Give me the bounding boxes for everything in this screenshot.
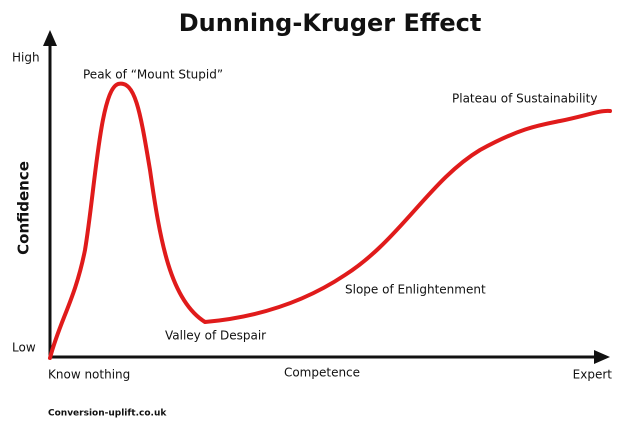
annotation: Plateau of Sustainability xyxy=(452,92,597,106)
annotation: Peak of “Mount Stupid” xyxy=(83,68,223,82)
x-start-label: Know nothing xyxy=(48,368,130,382)
y-low-label: Low xyxy=(12,341,36,355)
y-axis-title: Confidence xyxy=(15,161,33,255)
title: Dunning-Kruger Effect xyxy=(179,9,482,37)
annotation: Slope of Enlightenment xyxy=(345,283,486,297)
confidence-curve xyxy=(48,81,612,360)
y-axis-arrow xyxy=(43,30,57,46)
x-axis-arrow xyxy=(594,350,610,364)
footer: Conversion-uplift.co.uk xyxy=(48,409,167,419)
x-end-label: Expert xyxy=(573,368,613,382)
y-high-label: High xyxy=(12,51,40,65)
annotation: Valley of Despair xyxy=(165,329,266,343)
x-axis-title: Competence xyxy=(284,366,360,380)
